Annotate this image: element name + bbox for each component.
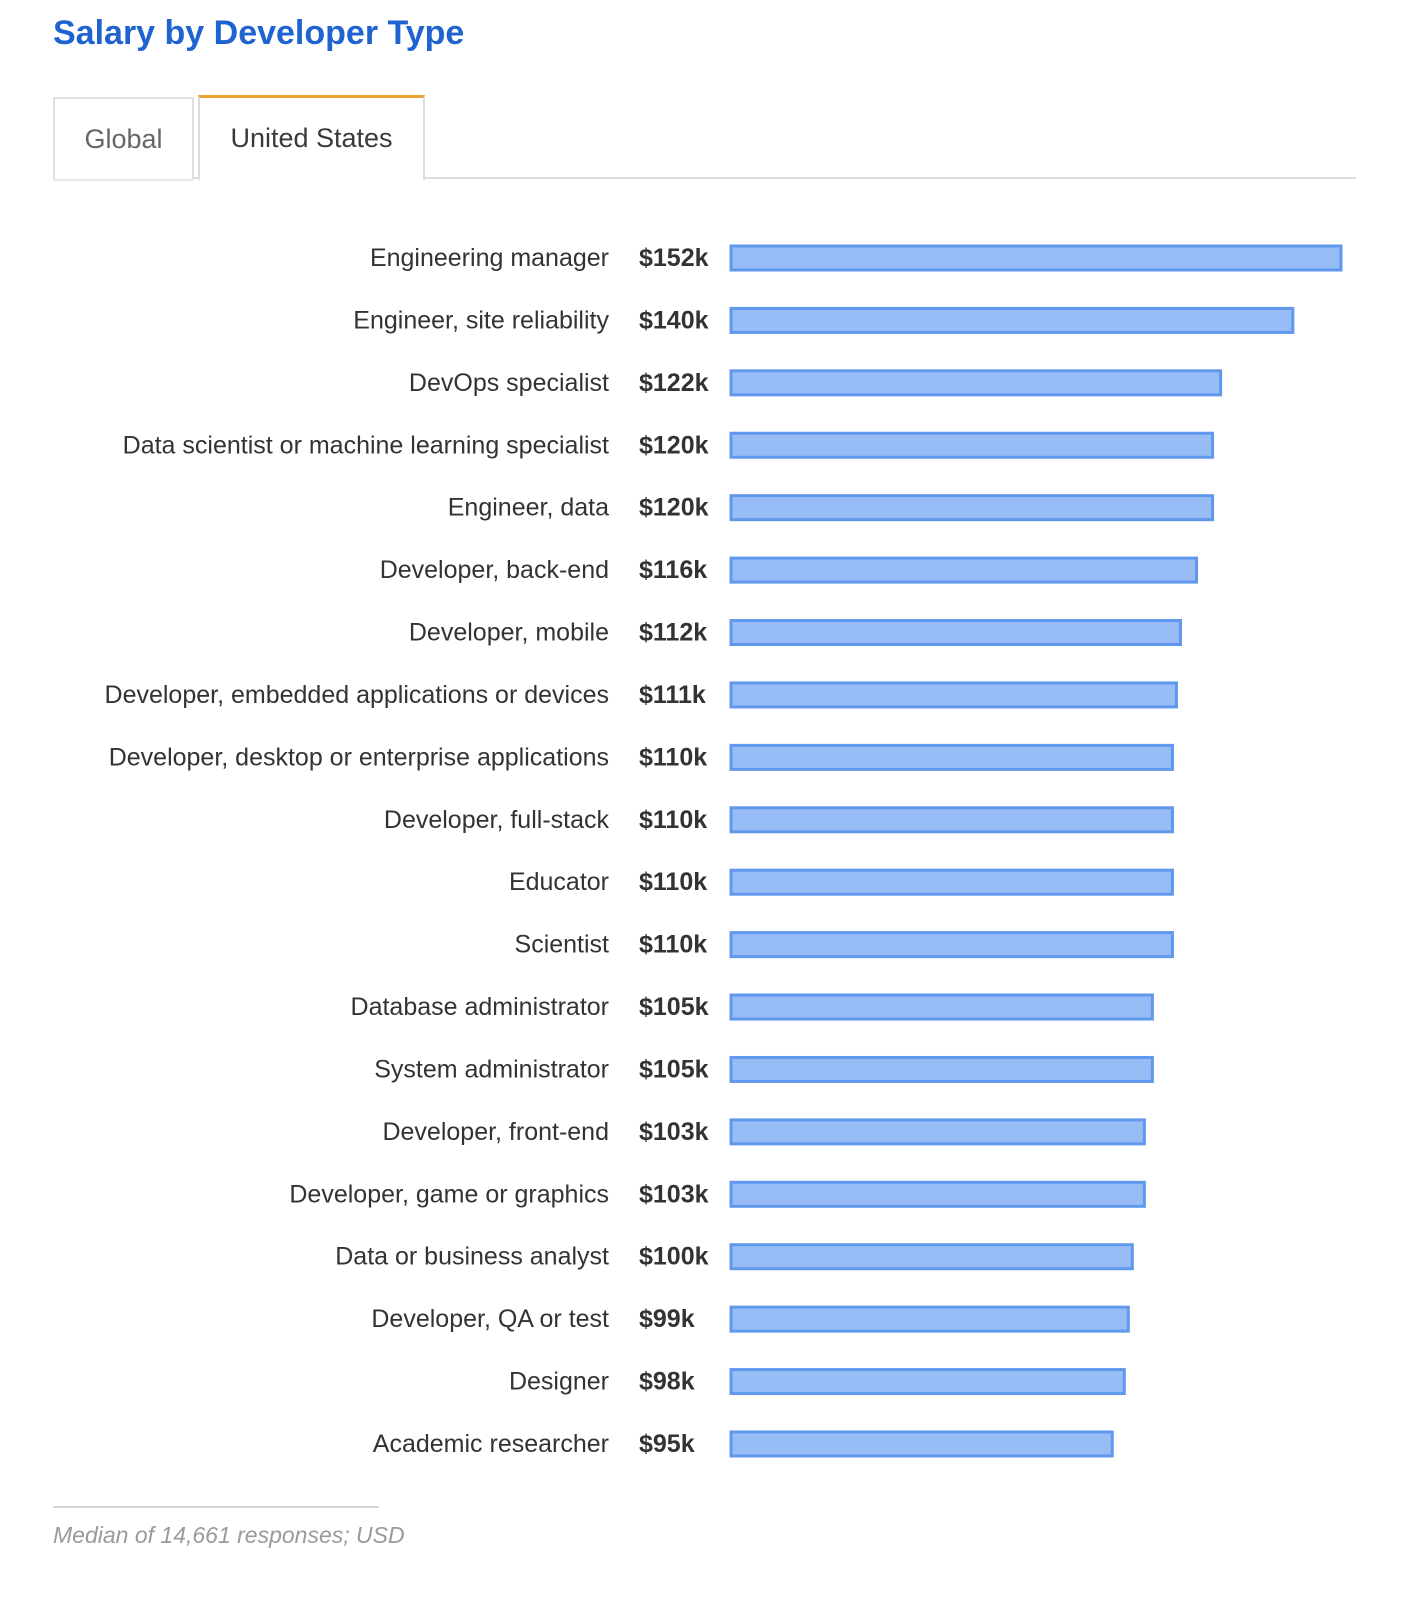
region-tabs: Global United States (53, 95, 1356, 181)
category-label: Educator (509, 868, 609, 896)
value-label: $110k (639, 806, 707, 834)
value-label: $140k (639, 306, 709, 334)
value-label: $152k (639, 244, 709, 272)
value-label: $116k (639, 556, 707, 584)
value-label: $103k (639, 1118, 709, 1146)
category-label: Developer, game or graphics (289, 1180, 609, 1208)
category-label: Developer, desktop or enterprise applica… (109, 743, 609, 771)
category-label: Designer (509, 1368, 609, 1396)
category-label: Developer, front-end (382, 1118, 609, 1146)
bar (729, 1368, 1126, 1396)
bar (729, 743, 1174, 771)
value-label: $110k (639, 931, 707, 959)
page-title: Salary by Developer Type (53, 14, 465, 52)
bar (729, 1243, 1134, 1271)
value-label: $99k (639, 1305, 695, 1333)
salary-bar-chart: Engineering manager $152k Engineer, site r… (105, 244, 1343, 1458)
category-label: Data or business analyst (335, 1243, 609, 1271)
bar (729, 806, 1174, 834)
bar (729, 1430, 1114, 1458)
bar (729, 1055, 1154, 1083)
bar (729, 681, 1178, 709)
category-label: Academic researcher (373, 1430, 609, 1458)
bar (729, 1180, 1146, 1208)
value-label: $120k (639, 431, 709, 459)
bar (729, 993, 1154, 1021)
category-label: Scientist (515, 931, 610, 959)
value-label: $95k (639, 1430, 695, 1458)
bar (729, 868, 1174, 896)
bar (729, 306, 1295, 334)
value-label: $100k (639, 1243, 709, 1271)
bar (729, 431, 1215, 459)
tab-united-states[interactable]: United States (198, 95, 425, 181)
category-label: Engineering manager (370, 244, 609, 272)
value-label: $122k (639, 369, 709, 397)
category-label: Developer, back-end (380, 556, 609, 584)
tab-global[interactable]: Global (53, 97, 194, 179)
category-label: Engineer, data (448, 494, 609, 522)
footnote: Median of 14,661 responses; USD (53, 1522, 405, 1548)
value-label: $112k (639, 619, 707, 647)
bar (729, 494, 1215, 522)
value-label: $110k (639, 743, 707, 771)
category-label: Developer, QA or test (371, 1305, 609, 1333)
value-label: $120k (639, 494, 709, 522)
category-label: System administrator (374, 1055, 609, 1083)
category-label: Developer, embedded applications or devi… (105, 681, 609, 709)
value-label: $105k (639, 1055, 709, 1083)
category-label: Data scientist or machine learning speci… (123, 431, 609, 459)
value-label: $105k (639, 993, 709, 1021)
category-label: Engineer, site reliability (353, 306, 609, 334)
bar (729, 1305, 1130, 1333)
category-label: Developer, mobile (409, 619, 609, 647)
bar (729, 244, 1343, 272)
bar (729, 619, 1182, 647)
value-label: $98k (639, 1368, 695, 1396)
bar (729, 1118, 1146, 1146)
value-label: $110k (639, 868, 707, 896)
category-label: Developer, full-stack (384, 806, 610, 834)
bar (729, 556, 1199, 584)
category-label: DevOps specialist (409, 369, 609, 397)
category-label: Database administrator (351, 993, 609, 1021)
value-label: $103k (639, 1180, 709, 1208)
bar (729, 931, 1174, 959)
value-label: $111k (639, 681, 706, 709)
footnote-divider (53, 1506, 379, 1508)
bar (729, 369, 1223, 397)
